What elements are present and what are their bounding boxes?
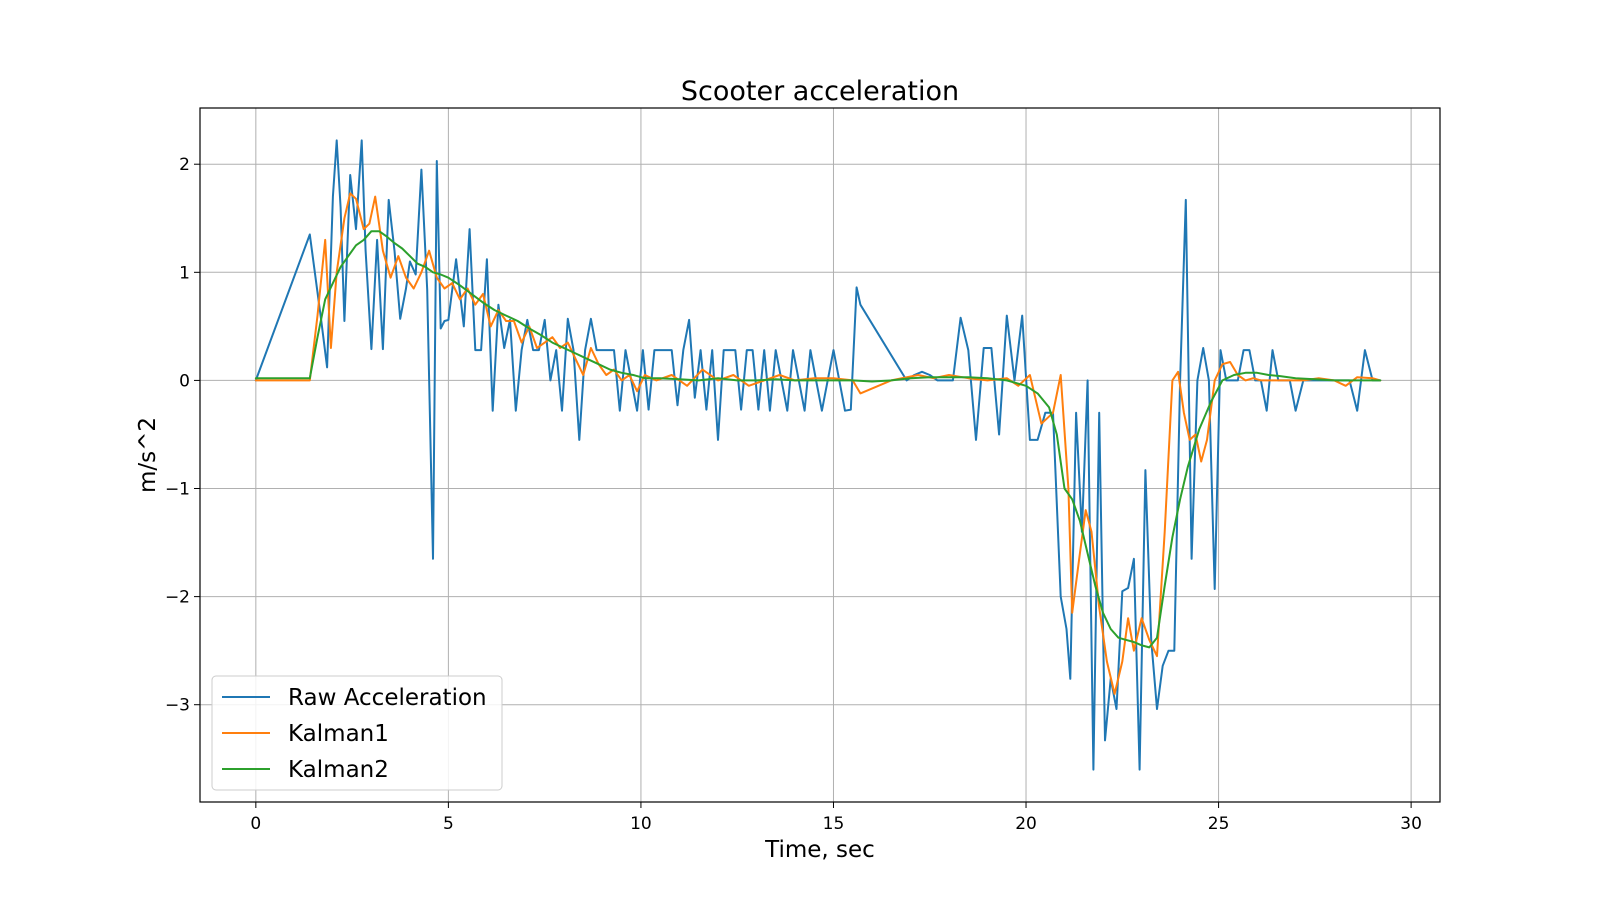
x-tick-label: 20	[1015, 814, 1037, 834]
x-tick-label: 25	[1208, 814, 1230, 834]
x-tick-label: 5	[443, 814, 454, 834]
y-axis-ticks: −3 −2 −1 0 1 2	[165, 155, 200, 716]
x-tick-label: 10	[630, 814, 652, 834]
kalman2-line	[254, 230, 1382, 649]
x-tick-label: 30	[1400, 814, 1422, 834]
legend-label-kalman1: Kalman1	[288, 721, 389, 747]
y-tick-label: 2	[179, 155, 190, 175]
x-tick-label: 15	[823, 814, 845, 834]
y-axis-label: m/s^2	[135, 417, 161, 493]
legend-box	[211, 675, 503, 791]
chart-title: Scooter acceleration	[681, 76, 959, 107]
y-tick-label: −3	[165, 696, 190, 716]
legend-label-kalman2: Kalman2	[288, 757, 389, 783]
y-tick-label: −1	[165, 480, 190, 500]
legend-label-raw-acceleration: Raw Acceleration	[288, 685, 487, 711]
x-tick-label: 0	[250, 814, 261, 834]
x-axis-ticks: 0 5 10 15 20 25 30	[250, 802, 1422, 834]
y-tick-label: 1	[179, 263, 190, 283]
plot-frame	[199, 107, 1441, 803]
y-tick-label: −2	[165, 588, 190, 608]
x-axis-label: Time, sec	[764, 837, 875, 863]
series-layer	[254, 139, 1382, 771]
kalman1-line	[254, 192, 1382, 695]
y-tick-label: 0	[179, 371, 190, 391]
legend: Raw Acceleration Kalman1 Kalman2	[211, 675, 503, 791]
